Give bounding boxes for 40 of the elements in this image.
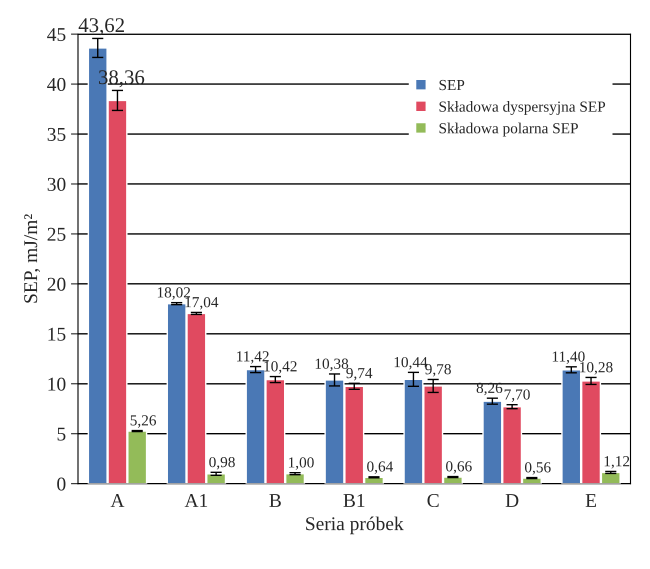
- data-label: 0,66: [446, 461, 472, 474]
- data-label: 1,12: [604, 456, 630, 469]
- data-label: 5,26: [130, 415, 156, 428]
- data-label: 0,98: [209, 456, 235, 470]
- y-axis-title: SEP, mJ/m²: [24, 214, 40, 303]
- data-label: 0,56: [524, 462, 551, 475]
- y-tick-label: 45: [47, 28, 66, 42]
- x-tick-label: A: [110, 494, 124, 507]
- x-tick-label: C: [427, 494, 439, 508]
- x-axis-title: Seria próbek: [306, 516, 404, 534]
- legend-label: Składowa dyspersyjna SEP: [440, 101, 606, 115]
- data-label: 7,70: [504, 389, 530, 402]
- x-tick-label: B1: [343, 494, 364, 507]
- y-tick-label: 25: [48, 228, 66, 241]
- data-label: 11,40: [552, 351, 585, 364]
- data-label: 10,38: [316, 358, 348, 372]
- data-label: 9,74: [346, 368, 372, 380]
- data-label: 0,64: [367, 461, 394, 474]
- data-label: 11,42: [237, 351, 269, 364]
- y-tick-label: 20: [48, 278, 66, 291]
- data-label: 10,44: [394, 356, 428, 370]
- data-label: 10,28: [580, 362, 613, 375]
- y-tick-label: 5: [58, 428, 66, 441]
- x-tick-label: A1: [184, 494, 208, 507]
- data-label: 43,62: [78, 18, 124, 36]
- data-label: 10,42: [264, 361, 297, 374]
- data-label: 9,78: [425, 364, 451, 377]
- x-tick-label: D: [506, 494, 518, 507]
- legend-label: SEP: [440, 80, 464, 90]
- y-tick-label: 40: [47, 78, 66, 92]
- legend-label: Składowa polarna SEP: [440, 122, 578, 137]
- y-tick-label: 0: [57, 477, 66, 491]
- data-label: 1,00: [288, 457, 314, 470]
- y-tick-label: 35: [48, 128, 66, 141]
- x-tick-label: B: [269, 494, 281, 507]
- x-tick-label: E: [586, 494, 596, 507]
- y-tick-label: 10: [48, 378, 66, 391]
- y-tick-label: 15: [48, 328, 66, 341]
- y-tick-label: 30: [48, 178, 66, 191]
- data-label: 8,26: [476, 382, 502, 396]
